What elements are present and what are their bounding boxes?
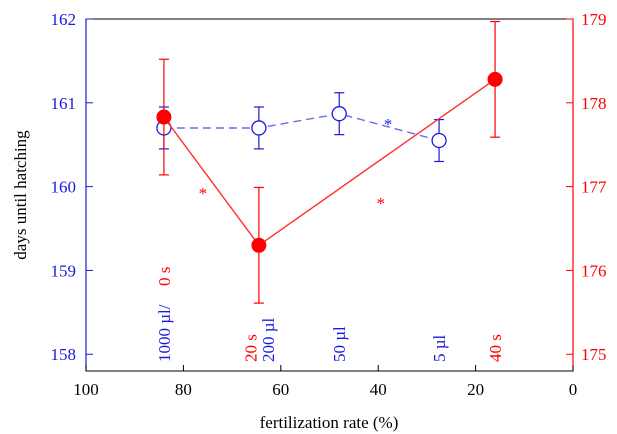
right-y-tick-label: 175 — [581, 345, 607, 364]
x-tick-label: 40 — [370, 380, 387, 399]
series-line-right — [163, 78, 496, 247]
data-point-open — [431, 132, 447, 149]
data-point-filled — [251, 237, 267, 253]
y-axis-label: days until hatching — [11, 130, 30, 260]
x-tick-label: 100 — [73, 380, 99, 399]
significance-star: * — [384, 115, 393, 134]
left-y-tick-label: 161 — [51, 94, 77, 113]
condition-label: 50 µl — [330, 326, 349, 362]
left-y-tick-label: 162 — [51, 10, 77, 29]
data-point-filled — [487, 71, 503, 87]
data-point-open — [331, 106, 347, 122]
significance-marks: * * * — [199, 115, 393, 213]
left-y-tick-label: 159 — [51, 261, 77, 280]
x-axis-ticks: 100 80 60 40 20 0 — [73, 365, 577, 399]
right-y-tick-label: 179 — [581, 10, 607, 29]
right-y-tick-label: 178 — [581, 94, 607, 113]
left-y-axis-ticks: 158 159 160 161 162 — [51, 10, 93, 364]
left-y-tick-label: 158 — [51, 345, 77, 364]
x-tick-label: 0 — [569, 380, 578, 399]
condition-label: 5 µl — [430, 334, 449, 362]
x-tick-label: 60 — [272, 380, 289, 399]
condition-label: 20 s — [242, 334, 261, 362]
x-axis-label: fertilization rate (%) — [260, 413, 399, 432]
data-point-filled — [156, 109, 172, 125]
left-y-tick-label: 160 — [51, 178, 77, 197]
significance-star: * — [376, 194, 385, 213]
condition-label: 40 s — [486, 334, 505, 362]
condition-label: 200 µl — [259, 317, 278, 362]
right-y-tick-label: 176 — [581, 261, 607, 280]
right-y-axis-ticks: 175 176 177 178 179 — [566, 10, 607, 364]
data-series — [156, 20, 503, 304]
data-point-open — [251, 120, 267, 136]
right-y-tick-label: 177 — [581, 178, 607, 197]
series-line-left — [163, 112, 440, 142]
condition-label: 0 s — [155, 267, 174, 286]
x-tick-label: 80 — [175, 380, 192, 399]
significance-star: * — [199, 184, 208, 203]
x-tick-label: 20 — [467, 380, 484, 399]
condition-label: 1000 µl/ — [155, 304, 174, 362]
